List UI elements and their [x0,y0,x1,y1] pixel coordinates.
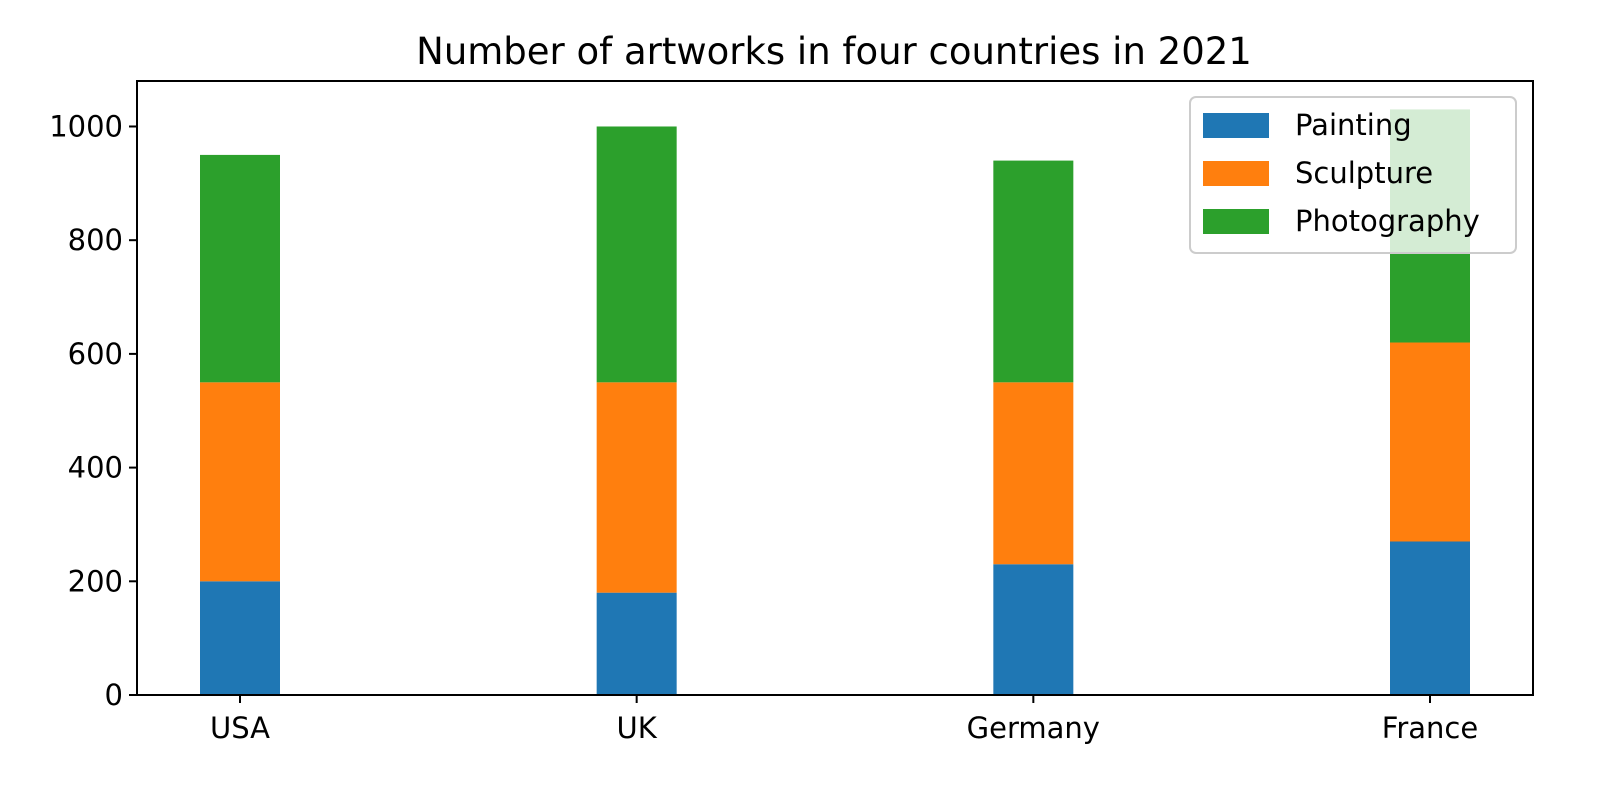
legend-label-painting: Painting [1295,108,1412,142]
bar-sculpture-usa [200,382,280,582]
y-tick-label: 200 [68,564,123,598]
legend-swatch-painting [1203,113,1269,138]
y-tick-label: 800 [68,223,123,257]
legend: Painting Sculpture Photography [1189,96,1517,254]
bar-sculpture-uk [596,382,677,593]
bar-photography-germany [993,160,1074,383]
bar-photography-uk [596,126,677,383]
chart-title: Number of artworks in four countries in … [416,30,1252,73]
bar-painting-germany [993,564,1074,695]
bar-sculpture-france [1390,342,1470,542]
y-tick-label: 600 [68,337,123,371]
axes-frame [136,80,1534,696]
bar-painting-usa [200,581,280,695]
y-tick-label: 400 [68,451,123,485]
x-tick-label: France [1382,711,1478,745]
bar-painting-france [1390,541,1470,695]
x-tick-label: Germany [967,711,1100,745]
ticks-layer: USA UK Germany France 0 200 400 600 800 1000 [49,109,1478,745]
legend-swatch-sculpture [1203,161,1269,186]
bar-painting-uk [596,592,677,695]
legend-swatch-photography [1203,209,1269,234]
bar-sculpture-germany [993,382,1074,565]
bar-photography-usa [200,154,280,383]
legend-box [1189,96,1517,254]
bars-layer [200,109,1470,695]
legend-label-sculpture: Sculpture [1295,156,1433,190]
y-tick-label: 0 [105,678,123,712]
y-tick-label: 1000 [49,109,123,143]
x-tick-label: USA [210,711,270,745]
x-tick-label: UK [617,711,658,745]
legend-label-photography: Photography [1295,204,1480,238]
